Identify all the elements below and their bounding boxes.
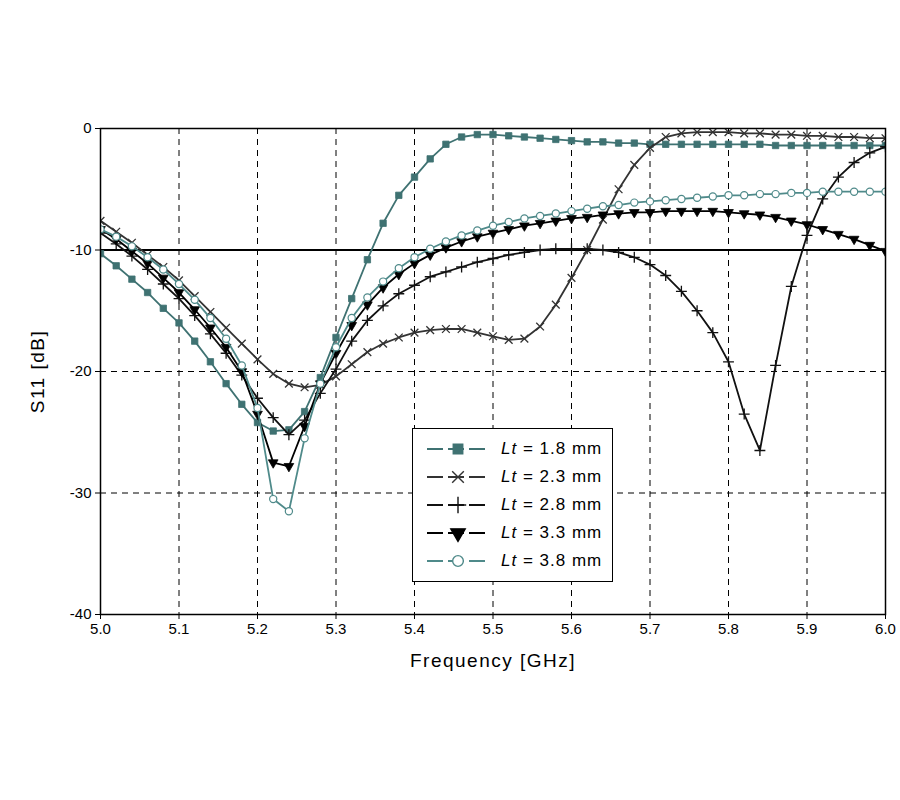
svg-text:0: 0 [83, 119, 91, 136]
html-text:Lt = 1.8 mm: Lt = 1.8 mm [501, 439, 603, 458]
svg-text:-20: -20 [70, 362, 92, 379]
svg-text:5.4: 5.4 [404, 620, 425, 637]
svg-text:5.3: 5.3 [326, 620, 347, 637]
svg-text:-10: -10 [70, 241, 92, 258]
html-text:Lt = 2.8 mm: Lt = 2.8 mm [501, 495, 603, 514]
html-text:Lt = 3.8 mm: Lt = 3.8 mm [501, 551, 603, 570]
svg-text:5.9: 5.9 [797, 620, 818, 637]
svg-text:6.0: 6.0 [875, 620, 896, 637]
svg-text:-40: -40 [70, 605, 92, 622]
svg-text:5.2: 5.2 [247, 620, 268, 637]
svg-text:S11 [dB]: S11 [dB] [27, 330, 48, 413]
svg-text:5.6: 5.6 [561, 620, 582, 637]
html-text:Lt = 3.3 mm: Lt = 3.3 mm [501, 523, 603, 542]
svg-text:Frequency [GHz]: Frequency [GHz] [410, 650, 576, 671]
svg-text:5.1: 5.1 [169, 620, 190, 637]
html-text:Lt = 2.3 mm: Lt = 2.3 mm [501, 467, 603, 486]
svg-text:5.7: 5.7 [640, 620, 661, 637]
svg-text:5.5: 5.5 [483, 620, 504, 637]
svg-text:5.0: 5.0 [90, 620, 111, 637]
svg-text:5.8: 5.8 [718, 620, 739, 637]
svg-text:-30: -30 [70, 484, 92, 501]
